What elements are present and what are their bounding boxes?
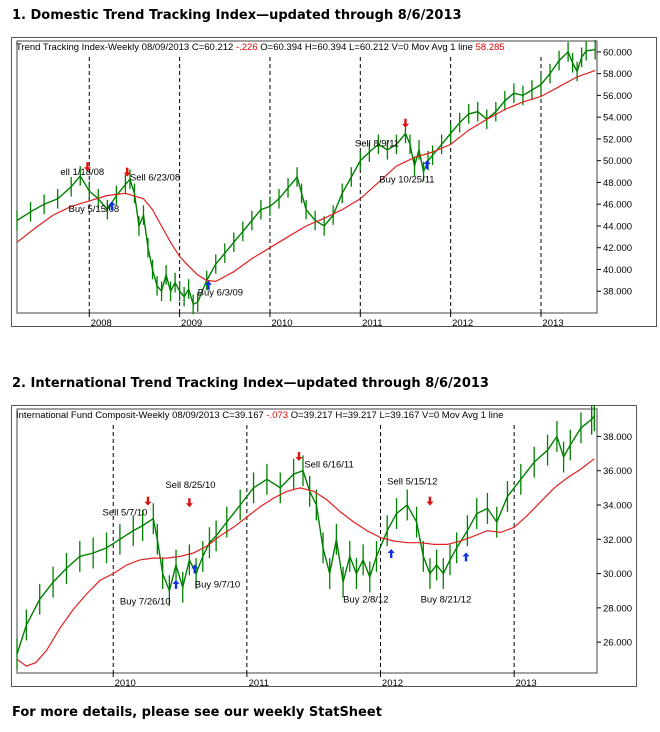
buy-arrow-icon <box>191 564 199 574</box>
header-field-1: 08/09/2013 <box>169 410 219 421</box>
y-tick-label: 44.000 <box>603 221 632 232</box>
header-field-5: H=60.394 <box>302 42 346 53</box>
sell-signal-label: Sell 8/9/11 <box>355 139 399 150</box>
y-tick-label: 32.000 <box>603 535 632 546</box>
y-tick-label: 52.000 <box>603 134 632 145</box>
sell-signal-label: Sell 8/25/10 <box>165 480 215 491</box>
x-tick-label: 2010 <box>271 318 292 327</box>
y-tick-label: 36.000 <box>603 466 632 477</box>
header-field-0: Trend Tracking Index-Weekly <box>16 42 139 53</box>
footer-note: For more details, please see our weekly … <box>12 705 382 720</box>
sell-arrow-icon <box>123 167 131 177</box>
header-field-5: H=39.217 <box>333 410 377 421</box>
chart-header: Trend Tracking Index-Weekly 08/09/2013 C… <box>16 42 505 53</box>
section-2-title: 2. International Trend Tracking Index—up… <box>12 376 489 391</box>
sell-signal-label: ell 1/18/08 <box>60 167 104 178</box>
header-field-7: V=0 <box>389 42 409 53</box>
header-field-8: Mov Avg 1 line <box>439 410 503 421</box>
x-tick-label: 2008 <box>91 318 112 327</box>
y-tick-label: 54.000 <box>603 113 632 124</box>
header-field-4: O=60.394 <box>258 42 303 53</box>
buy-arrow-icon <box>108 201 116 211</box>
y-tick-label: 28.000 <box>603 603 632 614</box>
domestic-trend-chart: Trend Tracking Index-Weekly 08/09/2013 C… <box>11 37 657 327</box>
sell-signal-label: Sell 5/7/10 <box>103 507 148 518</box>
header-field-2: C=39.167 <box>220 410 264 421</box>
y-tick-label: 50.000 <box>603 156 632 167</box>
y-tick-label: 26.000 <box>603 638 632 649</box>
x-tick-label: 2012 <box>452 318 473 327</box>
sell-signal-label: Sell 6/16/11 <box>304 459 353 470</box>
header-field-9: 58.285 <box>473 42 505 53</box>
sell-arrow-icon <box>185 498 193 508</box>
x-tick-label: 2009 <box>181 318 202 327</box>
buy-signal-label: Buy 10/25/11 <box>379 174 434 185</box>
header-field-7: V=0 <box>419 410 439 421</box>
price-series-line <box>16 49 596 306</box>
y-tick-label: 46.000 <box>603 200 632 211</box>
header-field-6: L=60.212 <box>346 42 389 53</box>
buy-arrow-icon <box>462 552 470 562</box>
sell-arrow-icon <box>295 452 303 461</box>
x-tick-label: 2013 <box>542 318 563 327</box>
chart-header: International Fund Composit-Weekly 08/09… <box>16 410 503 421</box>
y-tick-label: 38.000 <box>603 432 632 443</box>
plot-area <box>16 40 598 314</box>
moving-average-line <box>16 69 596 283</box>
x-tick-label: 2011 <box>249 678 269 687</box>
buy-signal-label: Buy 6/3/09 <box>198 288 243 299</box>
moving-average-line <box>16 458 595 667</box>
y-tick-label: 56.000 <box>603 91 632 102</box>
sell-signal-label: Sell 5/15/12 <box>387 476 437 487</box>
header-field-6: L=39.167 <box>377 410 420 421</box>
sell-arrow-icon <box>144 496 152 506</box>
y-tick-label: 60.000 <box>603 47 632 58</box>
sell-arrow-icon <box>426 496 434 506</box>
x-tick-label: 2010 <box>115 678 136 687</box>
y-tick-label: 38.000 <box>603 287 632 298</box>
y-tick-label: 40.000 <box>603 265 632 276</box>
sell-arrow-icon <box>83 162 91 172</box>
header-field-8: Mov Avg 1 line <box>409 42 473 53</box>
y-tick-label: 48.000 <box>603 178 632 189</box>
header-field-3: -.073 <box>264 410 288 421</box>
sell-arrow-icon <box>401 118 409 128</box>
buy-arrow-icon <box>205 280 213 290</box>
header-field-2: C=60.212 <box>189 42 233 53</box>
buy-arrow-icon <box>387 549 395 558</box>
y-tick-label: 42.000 <box>603 243 632 254</box>
header-field-4: O=39.217 <box>288 410 333 421</box>
y-tick-label: 30.000 <box>603 569 632 580</box>
section-1-title: 1. Domestic Trend Tracking Index—updated… <box>12 8 462 23</box>
plot-area <box>16 408 598 674</box>
buy-arrow-icon <box>423 159 431 169</box>
x-tick-label: 2013 <box>516 678 537 687</box>
buy-signal-label: Buy 8/21/12 <box>421 595 472 606</box>
x-tick-label: 2011 <box>362 318 382 327</box>
price-series-line <box>16 415 595 655</box>
header-field-1: 08/09/2013 <box>139 42 189 53</box>
buy-signal-label: Buy 9/7/10 <box>195 579 240 590</box>
y-tick-label: 58.000 <box>603 69 632 80</box>
header-field-0: International Fund Composit-Weekly <box>16 410 170 421</box>
buy-signal-label: Buy 5/15/08 <box>68 204 119 215</box>
header-field-3: -.226 <box>233 42 257 53</box>
y-tick-label: 34.000 <box>603 501 632 512</box>
buy-arrow-icon <box>172 579 180 589</box>
x-tick-label: 2012 <box>382 678 403 687</box>
buy-signal-label: Buy 7/26/10 <box>120 596 171 607</box>
buy-signal-label: Buy 2/8/12 <box>343 595 388 606</box>
international-trend-chart: International Fund Composit-Weekly 08/09… <box>11 405 637 687</box>
sell-signal-label: Sell 6/23/08 <box>130 172 180 183</box>
